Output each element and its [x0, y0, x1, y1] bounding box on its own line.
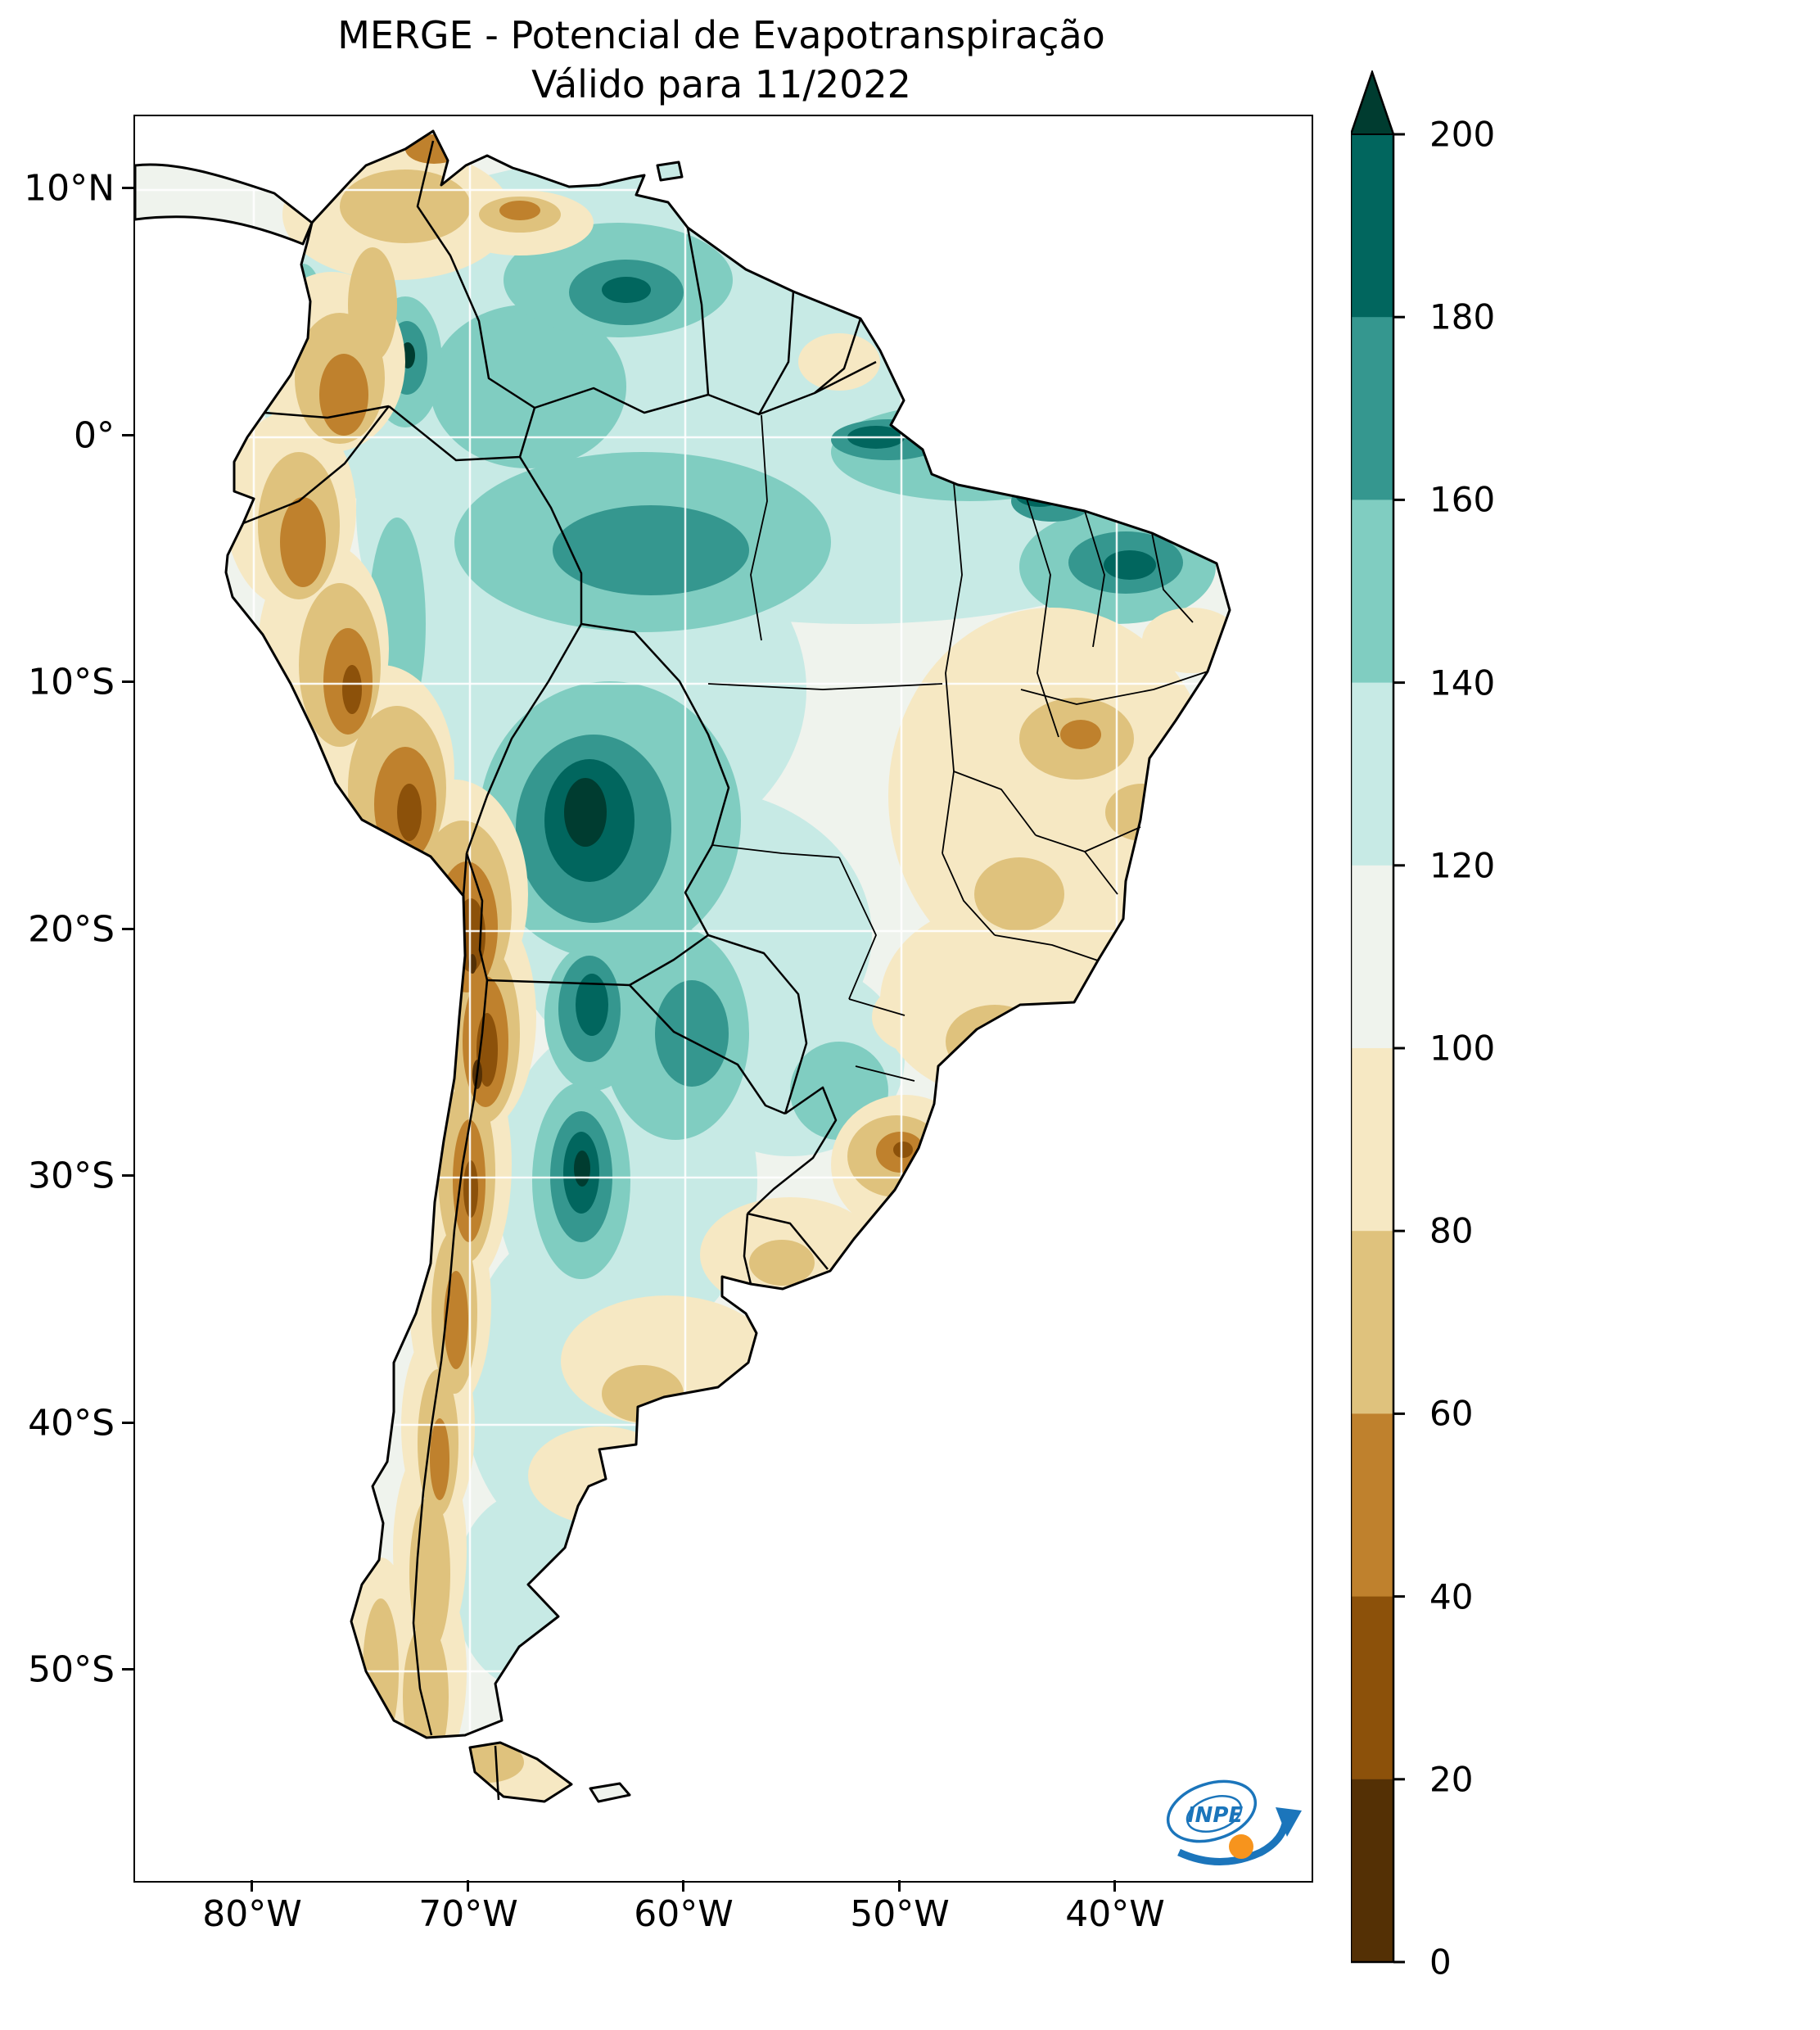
x-tick	[467, 1880, 469, 1892]
inpe-logo: INPE	[1166, 1779, 1302, 1865]
colorbar-tick-label: 100	[1429, 1028, 1496, 1069]
colorbar-band	[1351, 1413, 1393, 1598]
colorbar-ticks	[1393, 133, 1405, 1964]
x-tick	[251, 1880, 253, 1892]
y-tick	[122, 187, 133, 189]
colorbar-tick-label: 40	[1429, 1576, 1474, 1617]
colorbar-tick-label: 60	[1429, 1393, 1474, 1434]
state-borders	[707, 414, 1208, 1082]
colorbar-tick-label: 200	[1429, 114, 1496, 155]
y-tick	[122, 1174, 133, 1177]
x-tick-label: 50°W	[850, 1893, 950, 1935]
map-axes: INPE	[133, 115, 1313, 1883]
colorbar-graphic	[1349, 69, 1405, 1964]
y-tick	[122, 1422, 133, 1424]
inpe-logo-orange-dot	[1229, 1834, 1253, 1859]
x-tick	[682, 1880, 684, 1892]
colorbar-band	[1351, 865, 1393, 1049]
colorbar-band	[1351, 500, 1393, 684]
chart-title-line1: MERGE - Potencial de Evapotranspiração	[337, 13, 1105, 57]
y-tick	[122, 1668, 133, 1671]
colorbar-band	[1351, 1596, 1393, 1780]
y-tick-label: 40°S	[28, 1402, 115, 1445]
colorbar-tick-label: 0	[1429, 1942, 1452, 1983]
colorbar-extend-triangle	[1351, 72, 1393, 134]
chart-title-line2: Válido para 11/2022	[531, 62, 911, 106]
inpe-logo-orbit-inner	[1185, 1795, 1243, 1833]
colorbar-tick-label: 80	[1429, 1210, 1474, 1251]
contour-fill-layer	[135, 131, 1230, 1802]
colorbar-tick-label: 180	[1429, 296, 1496, 337]
y-tick-label: 0°	[74, 414, 115, 457]
colorbar-band	[1351, 1779, 1393, 1962]
y-tick-label: 30°S	[28, 1155, 115, 1197]
coastline	[135, 129, 1231, 1803]
x-tick	[898, 1880, 901, 1892]
x-tick-label: 60°W	[634, 1893, 734, 1935]
inpe-logo-arrowhead	[1276, 1807, 1302, 1837]
x-tick-label: 70°W	[418, 1893, 518, 1935]
colorbar-outline	[1349, 69, 1395, 1964]
colorbar-band	[1351, 682, 1393, 866]
inpe-logo-orbit-outer	[1166, 1779, 1258, 1843]
y-tick-label: 20°S	[28, 908, 115, 951]
inpe-logo-arrow	[1177, 1818, 1290, 1865]
colorbar-tick-label: 160	[1429, 479, 1496, 520]
inpe-logo-text: INPE	[1187, 1803, 1243, 1828]
x-tick	[1113, 1880, 1116, 1892]
x-tick-label: 80°W	[202, 1893, 302, 1935]
colorbar-tick-label: 140	[1429, 662, 1496, 703]
y-tick	[122, 434, 133, 436]
y-tick	[122, 680, 133, 683]
y-tick	[122, 928, 133, 930]
colorbar-tick-label: 120	[1429, 845, 1496, 886]
colorbar-band	[1351, 317, 1393, 501]
colorbar-band	[1351, 134, 1393, 318]
colorbar	[1349, 69, 1457, 1964]
colorbar-tick-label: 20	[1429, 1759, 1474, 1800]
colorbar-band	[1351, 1231, 1393, 1415]
colorbar-band	[1351, 1048, 1393, 1232]
y-tick-label: 50°S	[28, 1648, 115, 1691]
x-tick-label: 40°W	[1065, 1893, 1165, 1935]
y-tick-label: 10°N	[24, 167, 115, 210]
country-borders	[242, 140, 877, 1801]
south-america-evapotranspiration-map: INPE	[135, 116, 1312, 1881]
graticule	[135, 116, 1312, 1881]
y-tick-label: 10°S	[28, 661, 115, 703]
